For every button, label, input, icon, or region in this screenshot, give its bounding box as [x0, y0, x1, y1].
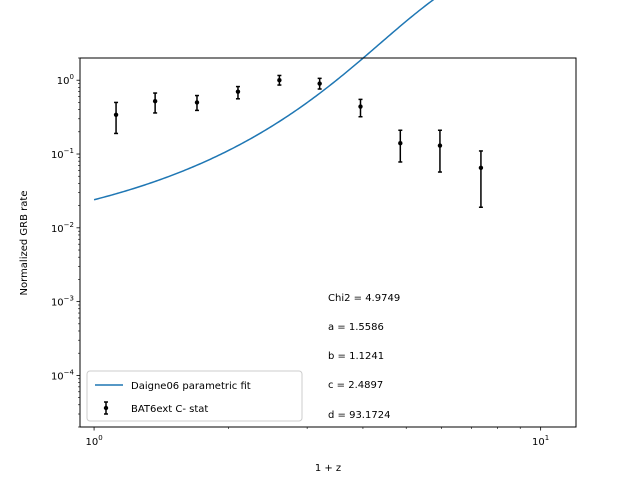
legend-box: [86, 370, 303, 422]
x-axis-label: 1 + z: [315, 463, 341, 474]
annotation-block: Chi2 = 4.9749 a = 1.5586 b = 1.1241 c = …: [328, 293, 400, 421]
series-fit-line: [93, 0, 435, 201]
data-marker: [277, 78, 282, 83]
y-tick-label-3: 10−2: [51, 221, 74, 235]
legend-label-fit: Daigne06 parametric fit: [131, 381, 251, 392]
y-axis-label: Normalized GRB rate: [19, 191, 30, 296]
x-tick-label-1: 100: [85, 434, 102, 448]
data-point-5: [277, 74, 282, 86]
annotation-d: d = 93.1724: [328, 410, 390, 421]
plot-frame: [79, 57, 577, 428]
data-point-1: [113, 101, 119, 135]
data-marker: [194, 100, 200, 105]
data-point-8: [398, 129, 403, 163]
data-marker: [317, 81, 322, 86]
data-marker: [113, 112, 119, 117]
data-marker: [235, 89, 241, 94]
y-tick-label-2: 10−3: [51, 295, 74, 309]
data-point-3: [194, 94, 200, 112]
data-point-4: [235, 85, 241, 100]
annotation-c: c = 2.4897: [328, 380, 383, 391]
x-axis: 100 101: [85, 427, 549, 448]
annotation-a: a = 1.5586: [328, 322, 384, 333]
y-tick-label-5: 100: [57, 73, 74, 87]
y-tick-label-1: 10−4: [51, 368, 75, 382]
data-point-9: [437, 129, 443, 173]
data-point-7: [358, 98, 363, 118]
legend: Daigne06 parametric fit BAT6ext C- stat: [86, 370, 303, 422]
data-marker: [398, 141, 403, 146]
data-marker: [358, 104, 363, 109]
y-axis: 10−4 10−3 10−2 10−1 100: [51, 57, 80, 428]
data-point-10: [478, 150, 484, 208]
data-marker: [152, 98, 158, 104]
x-tick-label-2: 101: [532, 434, 549, 448]
annotation-chi2: Chi2 = 4.9749: [328, 293, 400, 304]
legend-errorbar-swatch: [103, 401, 109, 415]
plot-content: [93, 0, 484, 208]
data-point-6: [317, 77, 322, 90]
y-tick-label-4: 10−1: [51, 147, 74, 161]
legend-label-data: BAT6ext C- stat: [131, 404, 208, 415]
annotation-b: b = 1.1241: [328, 351, 384, 362]
data-marker: [478, 165, 484, 171]
data-point-2: [152, 92, 158, 114]
data-marker: [437, 143, 443, 148]
